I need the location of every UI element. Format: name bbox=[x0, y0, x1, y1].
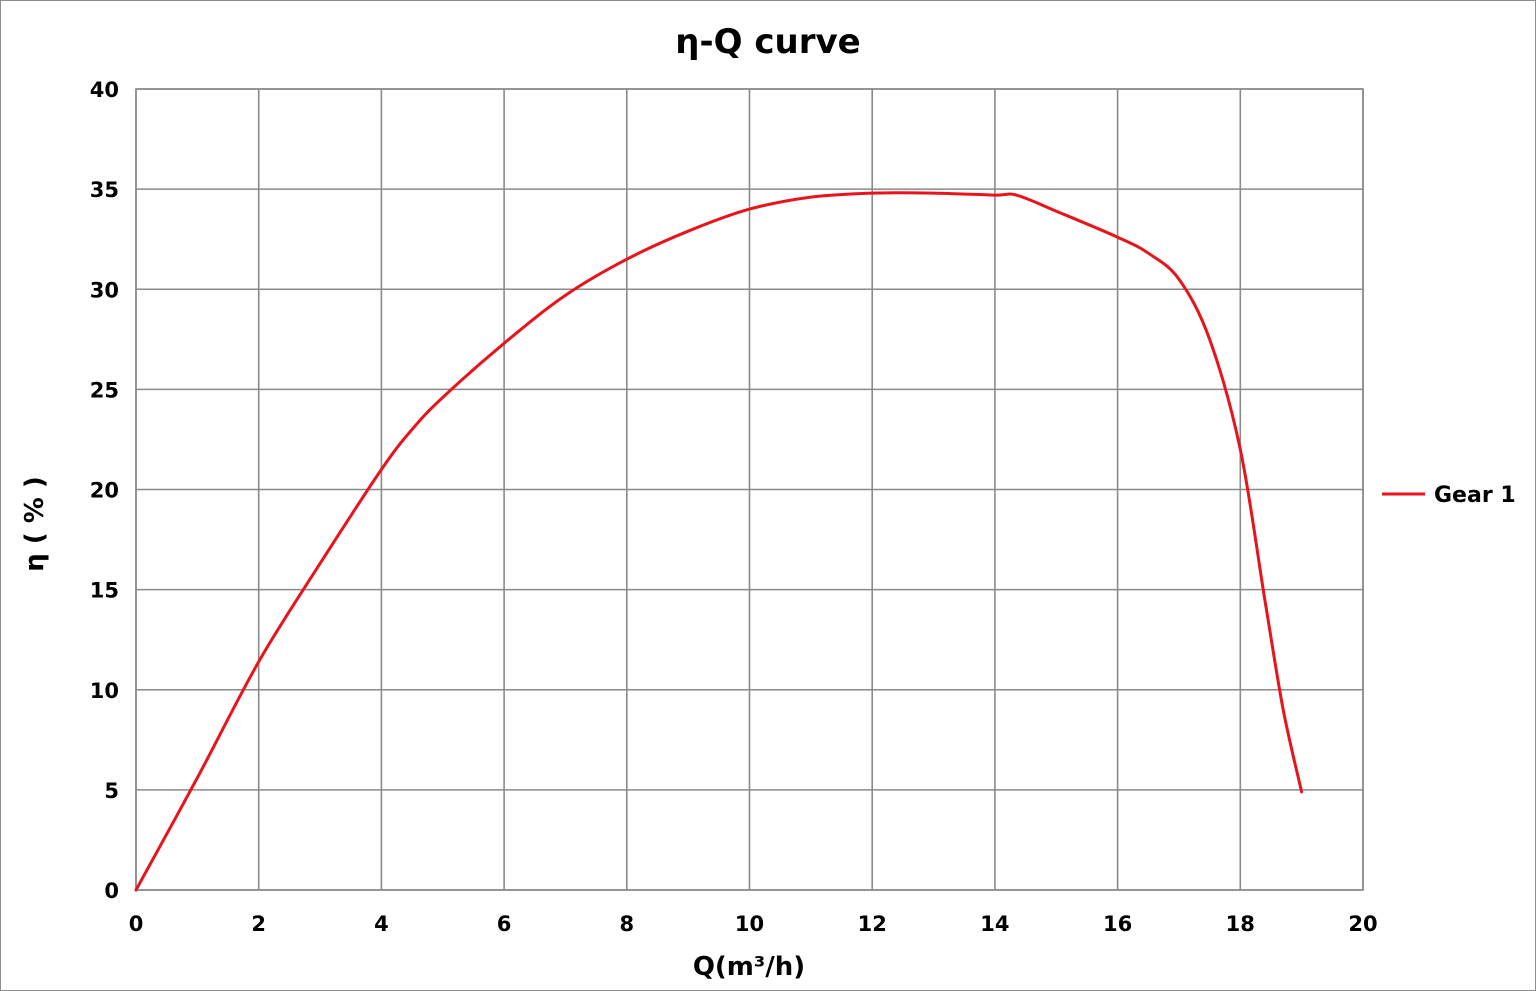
series-layer bbox=[134, 191, 1304, 892]
data-point bbox=[411, 428, 413, 430]
data-point bbox=[932, 192, 934, 194]
data-point bbox=[1300, 791, 1302, 793]
data-point bbox=[1116, 236, 1118, 238]
x-tick-label: 2 bbox=[251, 912, 266, 936]
y-tick-label: 20 bbox=[90, 479, 119, 503]
data-point bbox=[1239, 448, 1241, 450]
data-point bbox=[319, 562, 321, 564]
x-tick-label: 4 bbox=[374, 912, 389, 936]
data-point bbox=[442, 396, 444, 398]
data-point bbox=[380, 468, 382, 470]
x-tick-label: 16 bbox=[1103, 912, 1132, 936]
data-point bbox=[503, 342, 505, 344]
data-point bbox=[1282, 709, 1284, 711]
y-tick-label: 5 bbox=[104, 779, 119, 803]
plot-area bbox=[135, 88, 1364, 891]
y-tick-label: 15 bbox=[90, 579, 119, 603]
y-tick-label: 35 bbox=[90, 178, 119, 202]
data-point bbox=[626, 258, 628, 260]
data-point bbox=[1055, 210, 1057, 212]
y-axis-label: η ( % ) bbox=[20, 476, 50, 571]
series-line-gear-1 bbox=[134, 191, 1304, 892]
data-point bbox=[1178, 278, 1180, 280]
x-tick-label: 10 bbox=[735, 912, 764, 936]
x-axis-ticks: 0 2 4 6 8 10 12 14 16 18 20 bbox=[129, 912, 1378, 936]
data-point bbox=[871, 192, 873, 194]
legend-label-gear-1: Gear 1 bbox=[1434, 483, 1516, 508]
data-point bbox=[994, 194, 996, 196]
data-point bbox=[1147, 252, 1149, 254]
y-tick-label: 30 bbox=[90, 278, 119, 302]
y-tick-label: 0 bbox=[104, 879, 119, 903]
x-tick-label: 14 bbox=[980, 912, 1009, 936]
chart-title: η-Q curve bbox=[675, 22, 860, 62]
x-tick-label: 18 bbox=[1226, 912, 1255, 936]
legend: Gear 1 bbox=[1382, 483, 1516, 508]
x-tick-label: 12 bbox=[858, 912, 887, 936]
y-tick-label: 10 bbox=[90, 679, 119, 703]
x-tick-label: 0 bbox=[129, 912, 144, 936]
data-point bbox=[1208, 338, 1210, 340]
data-point bbox=[1015, 194, 1017, 196]
x-axis-label: Q(m³/h) bbox=[693, 952, 805, 982]
data-point bbox=[135, 889, 137, 891]
x-tick-label: 20 bbox=[1348, 912, 1377, 936]
data-point bbox=[748, 208, 750, 210]
data-point bbox=[564, 294, 566, 296]
data-point bbox=[810, 196, 812, 198]
data-point bbox=[196, 777, 198, 779]
data-point bbox=[687, 230, 689, 232]
y-axis-ticks: 0 5 10 15 20 25 30 35 40 bbox=[90, 78, 119, 903]
x-tick-label: 8 bbox=[619, 912, 634, 936]
data-point bbox=[1264, 598, 1266, 600]
y-tick-label: 40 bbox=[90, 78, 119, 102]
data-point bbox=[258, 661, 260, 663]
y-tick-label: 25 bbox=[90, 378, 119, 402]
x-tick-label: 6 bbox=[497, 912, 512, 936]
